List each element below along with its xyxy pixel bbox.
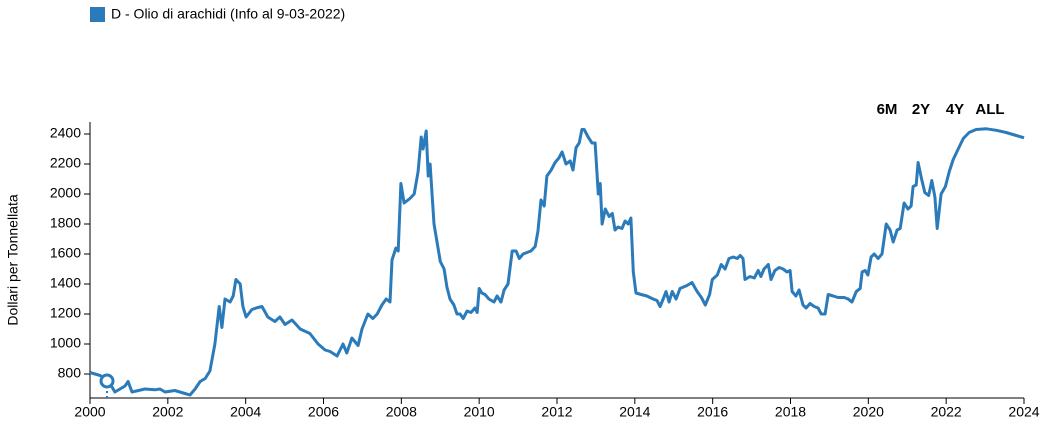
- y-axis-label: Dollari per Tonnellata: [5, 194, 21, 325]
- range-button[interactable]: ALL: [975, 101, 1004, 118]
- range-button[interactable]: 6M: [877, 101, 898, 118]
- y-tick-label: 2200: [50, 155, 81, 171]
- legend-swatch: [90, 7, 105, 22]
- range-button[interactable]: 2Y: [912, 101, 930, 118]
- y-tick-label: 2400: [50, 125, 81, 141]
- y-tick-label: 2000: [50, 185, 81, 201]
- x-tick-label: 2004: [230, 404, 261, 420]
- x-tick-label: 2010: [464, 404, 495, 420]
- y-tick-label: 1800: [50, 215, 81, 231]
- x-tick-label: 2020: [853, 404, 884, 420]
- x-tick-label: 2022: [931, 404, 962, 420]
- x-tick-label: 2000: [74, 404, 105, 420]
- x-tick-label: 2006: [308, 404, 339, 420]
- x-tick-label: 2012: [541, 404, 572, 420]
- y-tick-label: 1200: [50, 305, 81, 321]
- y-tick-label: 1600: [50, 245, 81, 261]
- x-tick-label: 2018: [775, 404, 806, 420]
- y-tick-label: 1400: [50, 275, 81, 291]
- x-tick-label: 2002: [152, 404, 183, 420]
- price-line: [89, 127, 1025, 397]
- y-tick-label: 800: [58, 365, 82, 381]
- x-tick-label: 2016: [697, 404, 728, 420]
- x-tick-label: 2008: [386, 404, 417, 420]
- x-tick-label: 2014: [619, 404, 650, 420]
- y-tick-label: 1000: [50, 335, 81, 351]
- x-tick-label: 2024: [1008, 404, 1039, 420]
- range-button[interactable]: 4Y: [946, 101, 964, 118]
- legend-label: D - Olio di arachidi (Info al 9-03-2022): [111, 6, 345, 22]
- hover-marker: [99, 373, 115, 389]
